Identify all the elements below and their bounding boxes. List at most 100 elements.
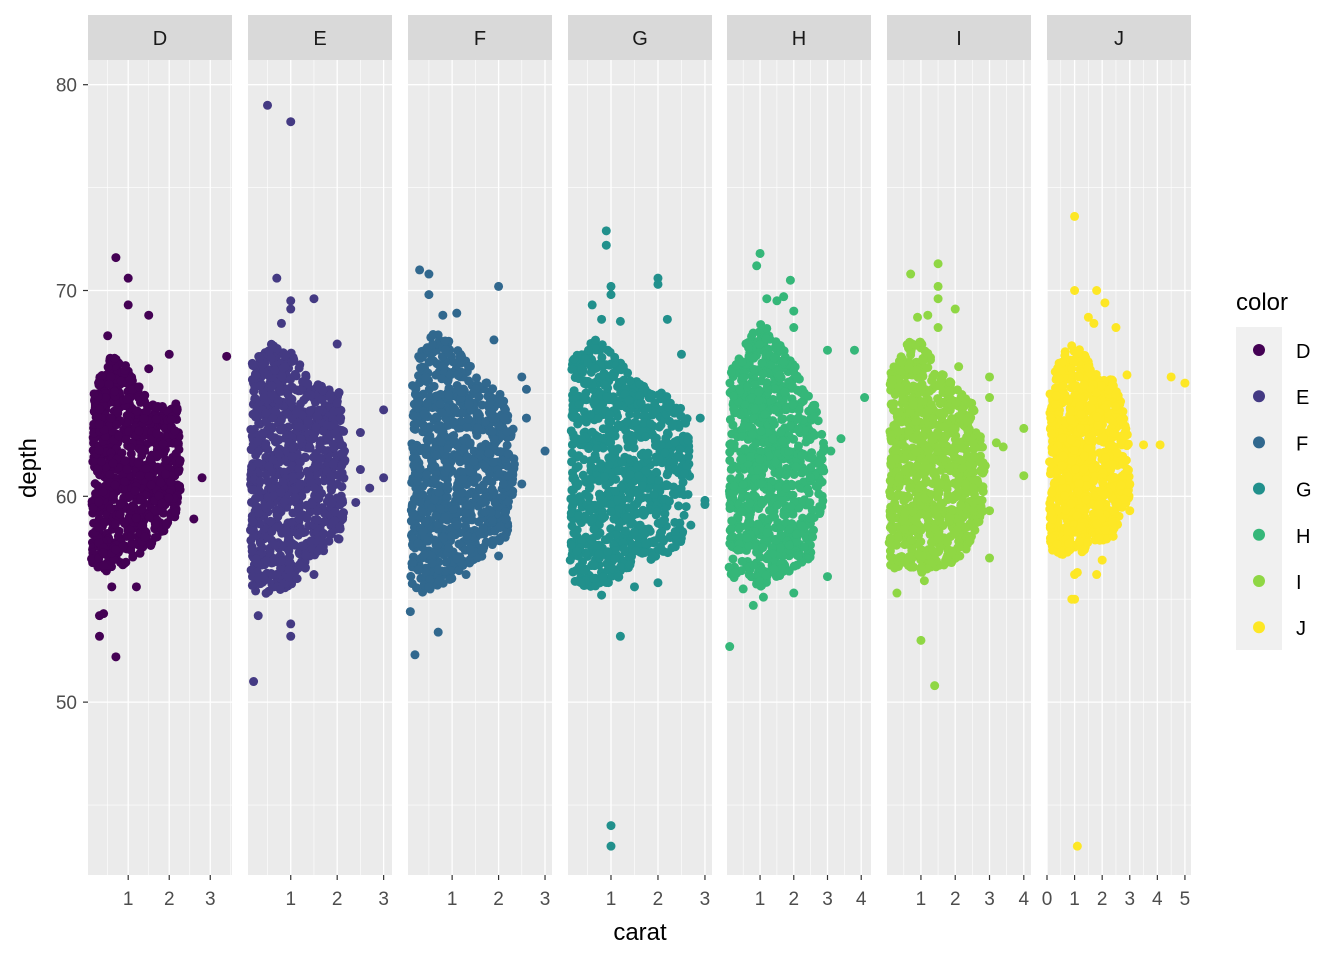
data-point (725, 503, 735, 513)
data-point (276, 318, 286, 328)
data-point (456, 387, 466, 397)
data-point (584, 444, 594, 454)
data-point (427, 503, 437, 513)
data-point (255, 538, 265, 548)
data-point (822, 345, 832, 355)
data-point (495, 447, 505, 457)
data-point (793, 373, 803, 383)
data-point (781, 470, 791, 480)
data-point (779, 292, 789, 302)
data-point (144, 512, 154, 522)
data-point (325, 421, 335, 431)
data-point (432, 391, 442, 401)
data-point (569, 386, 579, 396)
data-point (97, 371, 107, 381)
data-point (116, 499, 126, 509)
data-point (333, 534, 343, 544)
data-point (726, 367, 736, 377)
data-point (140, 426, 150, 436)
data-point (601, 226, 611, 236)
data-point (246, 425, 256, 435)
data-point (683, 436, 693, 446)
data-point (583, 376, 593, 386)
data-point (585, 504, 595, 514)
x-tick-label: 4 (1019, 889, 1030, 910)
data-point (406, 516, 416, 526)
data-point (312, 411, 322, 421)
data-point (95, 379, 105, 389)
data-point (286, 117, 296, 127)
data-point (98, 487, 108, 497)
x-tick-label: 2 (332, 889, 343, 910)
facet-strip (88, 15, 232, 60)
x-tick-label: 3 (378, 889, 389, 910)
data-point (784, 566, 794, 576)
x-tick-label: 3 (984, 889, 995, 910)
data-point (112, 408, 122, 418)
data-point (276, 487, 286, 497)
data-point (448, 505, 458, 515)
data-point (294, 514, 304, 524)
data-point (481, 497, 491, 507)
data-point (745, 452, 755, 462)
data-point (276, 556, 286, 566)
data-point (123, 273, 133, 283)
data-point (248, 360, 258, 370)
data-point (259, 392, 269, 402)
data-point (254, 353, 264, 363)
data-point (319, 508, 329, 518)
data-point (458, 474, 468, 484)
data-point (629, 443, 639, 453)
data-point (264, 461, 274, 471)
data-point (431, 511, 441, 521)
data-point (495, 521, 505, 531)
data-point (413, 538, 423, 548)
data-point (807, 452, 817, 462)
data-point (317, 395, 327, 405)
data-point (142, 406, 152, 416)
data-point (164, 349, 174, 359)
data-point (725, 415, 735, 425)
data-point (679, 510, 689, 520)
data-point (610, 486, 620, 496)
facet-strip-label: F (474, 28, 486, 50)
data-point (287, 394, 297, 404)
data-point (758, 369, 768, 379)
data-point (588, 559, 598, 569)
data-point (755, 248, 765, 258)
data-point (789, 588, 799, 598)
data-point (790, 362, 800, 372)
data-point (768, 434, 778, 444)
data-point (126, 531, 136, 541)
data-point (674, 501, 684, 511)
data-point (422, 398, 432, 408)
data-point (412, 419, 422, 429)
data-point (252, 436, 262, 446)
data-point (686, 520, 696, 530)
data-point (604, 360, 614, 370)
data-point (93, 411, 103, 421)
data-point (465, 361, 475, 371)
data-point (125, 375, 135, 385)
data-point (123, 300, 133, 310)
data-point (503, 449, 513, 459)
data-point (633, 488, 643, 498)
data-point (312, 515, 322, 525)
data-point (275, 584, 285, 594)
data-point (762, 554, 772, 564)
data-point (501, 507, 511, 517)
data-point (675, 518, 685, 528)
data-point (423, 436, 433, 446)
data-point (170, 426, 180, 436)
data-point (258, 428, 268, 438)
data-point (477, 400, 487, 410)
data-point (287, 452, 297, 462)
data-point (604, 460, 614, 470)
data-point (351, 497, 361, 507)
data-point (89, 389, 99, 399)
data-point (758, 543, 768, 553)
data-point (427, 558, 437, 568)
data-point (137, 445, 147, 455)
data-point (757, 358, 767, 368)
x-tick-label: 2 (653, 889, 664, 910)
